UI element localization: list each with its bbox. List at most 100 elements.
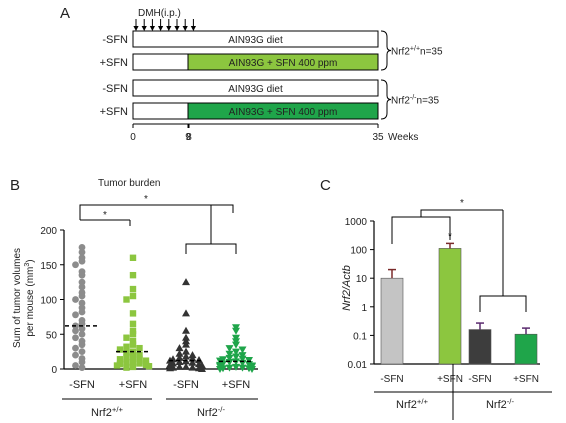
x-tick-label: +SFN <box>513 374 539 385</box>
group-gene: Nrf2 <box>391 96 410 107</box>
diet-rows: -SFN AIN93G diet +SFN AIN93G + SFN 400 ppm -… <box>100 30 379 120</box>
data-point <box>129 338 137 345</box>
panel-b-ylabel-close: ) <box>25 259 36 262</box>
diet-bar <box>132 79 379 97</box>
row-label: +SFN <box>100 106 128 118</box>
data-point <box>72 362 79 369</box>
data-point <box>78 243 86 251</box>
significance-star: * <box>103 210 107 221</box>
group-n: n=35 <box>420 47 443 58</box>
data-point <box>175 353 184 361</box>
significance-bracket <box>420 209 527 312</box>
data-point <box>113 362 121 369</box>
data-point <box>72 344 79 352</box>
data-point <box>182 340 190 348</box>
panel-b-ylabel-sup: 3 <box>24 263 31 267</box>
y-tick-label: 0.1 <box>353 331 367 342</box>
data-point <box>232 353 240 361</box>
dmh-arrow-head <box>158 26 164 31</box>
group-label-gene: Nrf2 <box>396 399 417 411</box>
data-point <box>238 364 247 372</box>
bar <box>438 248 462 365</box>
x-tick-label: +SFN <box>222 379 250 391</box>
x-tick-label: +SFN <box>119 379 147 391</box>
diet-bar <box>132 30 379 48</box>
diet-bar <box>132 102 189 120</box>
data-point <box>123 296 130 303</box>
data-point <box>248 366 256 373</box>
panel-a-letter: A <box>60 5 70 22</box>
group-label-sup: -/- <box>507 397 515 406</box>
data-point <box>188 354 197 362</box>
group-n: n=35 <box>417 96 440 107</box>
data-point <box>72 351 79 359</box>
group-brace <box>380 79 392 120</box>
data-point <box>175 349 184 357</box>
dmh-arrow-head <box>149 26 155 31</box>
data-point <box>123 359 130 366</box>
data-point <box>129 292 137 300</box>
data-point <box>166 364 174 372</box>
y-tick-label: 200 <box>40 226 57 237</box>
data-point <box>78 248 86 256</box>
data-point <box>78 278 86 286</box>
data-point <box>129 341 137 348</box>
y-tick-label: 100 <box>40 296 57 307</box>
data-point <box>175 362 184 370</box>
data-point <box>129 331 137 338</box>
data-point <box>129 310 137 317</box>
group-label-gene: Nrf2 <box>197 407 218 419</box>
significance-bracket <box>79 213 131 226</box>
data-point <box>188 358 197 366</box>
data-point <box>198 365 206 372</box>
diet-bar <box>187 53 379 71</box>
data-point <box>129 363 137 371</box>
data-point <box>182 352 190 360</box>
significance-bracket <box>185 205 237 254</box>
group-label-gene: Nrf2 <box>91 407 112 419</box>
data-point <box>182 347 190 355</box>
data-point <box>129 320 137 328</box>
data-point <box>78 341 86 349</box>
row-label: +SFN <box>100 57 128 69</box>
data-point <box>72 296 79 303</box>
significance-star: * <box>144 194 148 205</box>
data-point <box>123 349 130 357</box>
group-label: Nrf2+/+ <box>91 405 123 419</box>
bar <box>514 333 538 365</box>
data-point <box>123 334 130 341</box>
panel-c-ylabel: Nrf2/Actb <box>341 265 353 311</box>
y-tick-label: 0.01 <box>348 360 368 371</box>
y-tick-label: 1 <box>361 303 367 314</box>
group-label: Nrf2+/+n=35 <box>391 46 443 58</box>
group-label-sup: +/+ <box>417 397 429 406</box>
data-point <box>129 327 137 334</box>
diet-bar-label: AIN93G diet <box>228 35 283 46</box>
dmh-arrow-head <box>182 26 188 31</box>
group-sup: +/+ <box>410 46 420 53</box>
timeline-tick-label: 9 <box>185 132 191 143</box>
panel-b-ylabel-2: per mouse (mm3) <box>24 259 36 336</box>
data-point <box>136 360 143 367</box>
dmh-arrow-head <box>133 26 139 31</box>
bar <box>468 329 492 365</box>
data-point <box>116 346 124 353</box>
data-point <box>123 343 130 350</box>
data-point <box>78 299 86 307</box>
diet-bar <box>187 102 379 120</box>
timeline-tick-label: 0 <box>130 132 136 143</box>
timeline-tick-label: 35 <box>372 132 384 143</box>
data-point <box>142 357 150 364</box>
panel-b: B Tumor burden Sum of tumor volumes per … <box>10 177 258 419</box>
data-point <box>182 309 190 317</box>
group-label-gene: Nrf2 <box>486 399 507 411</box>
data-point <box>78 271 86 279</box>
data-point <box>238 346 247 354</box>
panel-b-ylabel-1: Sum of tumor volumes <box>12 248 23 348</box>
group-label-sup: -/- <box>218 405 226 414</box>
timeline-tick-label: 8 <box>186 132 192 143</box>
data-point <box>72 311 79 319</box>
